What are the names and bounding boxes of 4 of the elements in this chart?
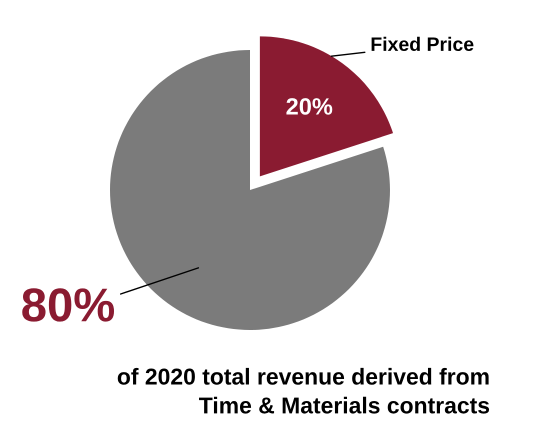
data-label: 20% xyxy=(286,98,332,115)
slice-label: Fixed Price xyxy=(372,36,474,52)
text: of 2020 total revenue derived from Time & Materials contracts xyxy=(118,368,490,414)
data-label: 80% xyxy=(22,288,114,322)
